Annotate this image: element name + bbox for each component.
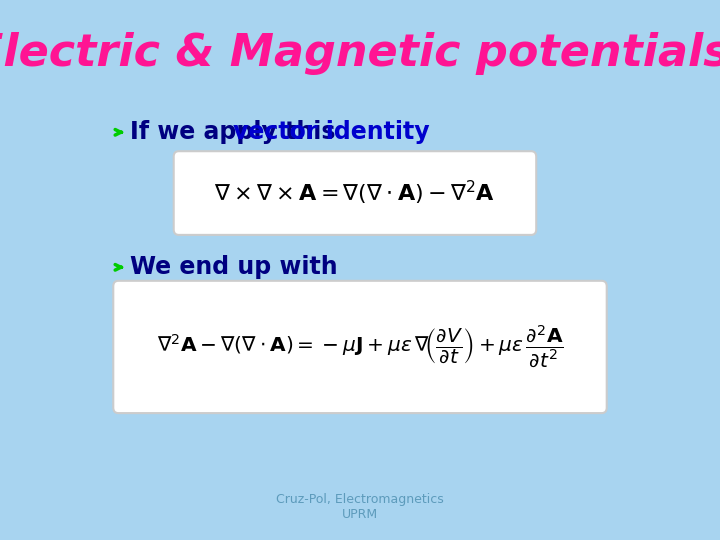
Text: We end up with: We end up with (130, 255, 338, 279)
Text: UPRM: UPRM (342, 508, 378, 521)
FancyBboxPatch shape (174, 151, 536, 235)
Text: vector identity: vector identity (233, 120, 430, 144)
Text: $\nabla^2\mathbf{A} - \nabla(\nabla \cdot \mathbf{A}) = -\mu\mathbf{J} + \mu\var: $\nabla^2\mathbf{A} - \nabla(\nabla \cdo… (157, 323, 563, 370)
FancyBboxPatch shape (113, 281, 607, 413)
Text: $\nabla \times \nabla \times \mathbf{A} = \nabla(\nabla \cdot \mathbf{A}) - \nab: $\nabla \times \nabla \times \mathbf{A} … (215, 179, 495, 207)
Text: Cruz-Pol, Electromagnetics: Cruz-Pol, Electromagnetics (276, 493, 444, 506)
Text: Electric & Magnetic potentials:: Electric & Magnetic potentials: (0, 32, 720, 76)
Text: If we apply this: If we apply this (130, 120, 343, 144)
